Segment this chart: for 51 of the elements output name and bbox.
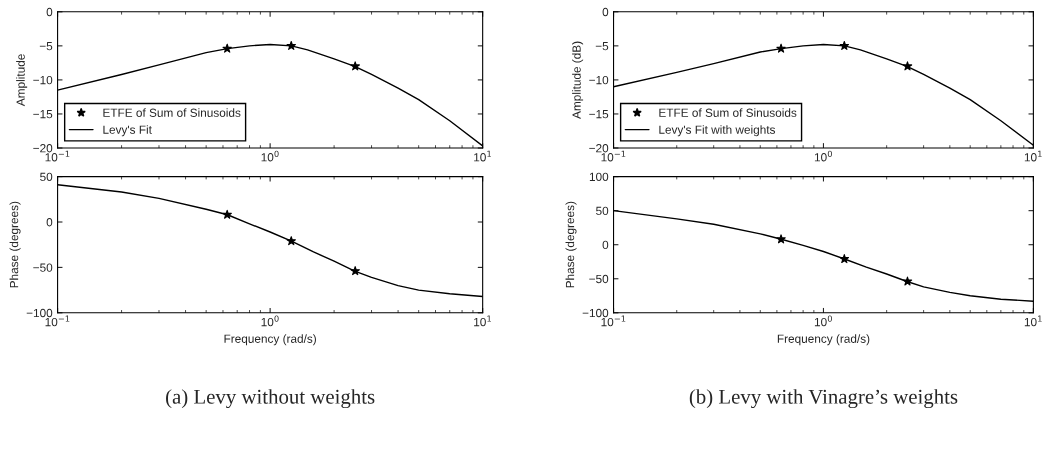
x-axis-title: Frequency (rad/s) xyxy=(224,334,316,346)
legend-label: Levy's Fit xyxy=(103,125,152,137)
point xyxy=(286,40,296,50)
y-tick-label: −50 xyxy=(33,263,53,272)
point xyxy=(222,209,232,219)
legend-label: ETFE of Sum of Sinusoids xyxy=(103,108,241,117)
y-tick-label: −5 xyxy=(595,42,609,51)
y-tick-label: −100 xyxy=(582,308,609,318)
point xyxy=(350,61,360,71)
point xyxy=(776,43,786,53)
x-tick-label: 10$^{1}$ xyxy=(1024,315,1042,327)
y-tick-label: 0 xyxy=(46,7,53,17)
x-tick-label: 10$^{1}$ xyxy=(474,150,491,162)
legend-label: Levy's Fit with weights xyxy=(659,125,776,137)
x-tick-label: 10$^{1}$ xyxy=(1024,150,1042,162)
point xyxy=(839,40,850,50)
x-tick-label: 10$^{0}$ xyxy=(814,150,832,162)
y-tick-label: −20 xyxy=(33,144,53,153)
point xyxy=(286,236,296,246)
y-tick-label: 0 xyxy=(46,218,53,227)
legend-label: ETFE of Sum of Sinusoids xyxy=(659,108,797,117)
point xyxy=(902,276,913,286)
x-tick-label: 10$^{1}$ xyxy=(474,315,491,327)
y-tick-label: −50 xyxy=(589,274,609,284)
y-tick-label: 0 xyxy=(602,240,609,250)
y-tick-label: −10 xyxy=(33,75,53,85)
y-axis-title: Amplitude (dB) xyxy=(572,41,584,119)
text: (a) Levy without weights xyxy=(166,389,375,409)
point xyxy=(776,234,786,244)
y-axis-title: Phase (degrees) xyxy=(9,201,21,288)
y-tick-label: 0 xyxy=(602,7,609,17)
point xyxy=(839,254,850,264)
text: (b) Levy with Vinagre’s weights xyxy=(689,389,958,409)
y-tick-label: −5 xyxy=(39,42,53,51)
y-tick-label: −100 xyxy=(26,308,53,318)
y-tick-label: −15 xyxy=(589,110,609,119)
y-tick-label: 50 xyxy=(40,172,53,181)
y-tick-label: 100 xyxy=(589,172,609,181)
y-axis-title: Phase (degrees) xyxy=(565,201,577,288)
x-axis-title: Frequency (rad/s) xyxy=(777,334,870,346)
y-tick-label: −20 xyxy=(589,144,609,153)
point xyxy=(902,61,913,71)
y-axis-title: Amplitude xyxy=(16,54,28,107)
x-tick-label: 10$^{0}$ xyxy=(261,315,279,327)
y-tick-label: 50 xyxy=(596,206,609,216)
y-tick-label: −15 xyxy=(33,110,53,119)
point xyxy=(350,266,360,276)
y-tick-label: −10 xyxy=(589,75,609,85)
point xyxy=(222,43,232,53)
x-tick-label: 10$^{0}$ xyxy=(261,150,279,162)
x-tick-label: 10$^{0}$ xyxy=(814,315,832,327)
